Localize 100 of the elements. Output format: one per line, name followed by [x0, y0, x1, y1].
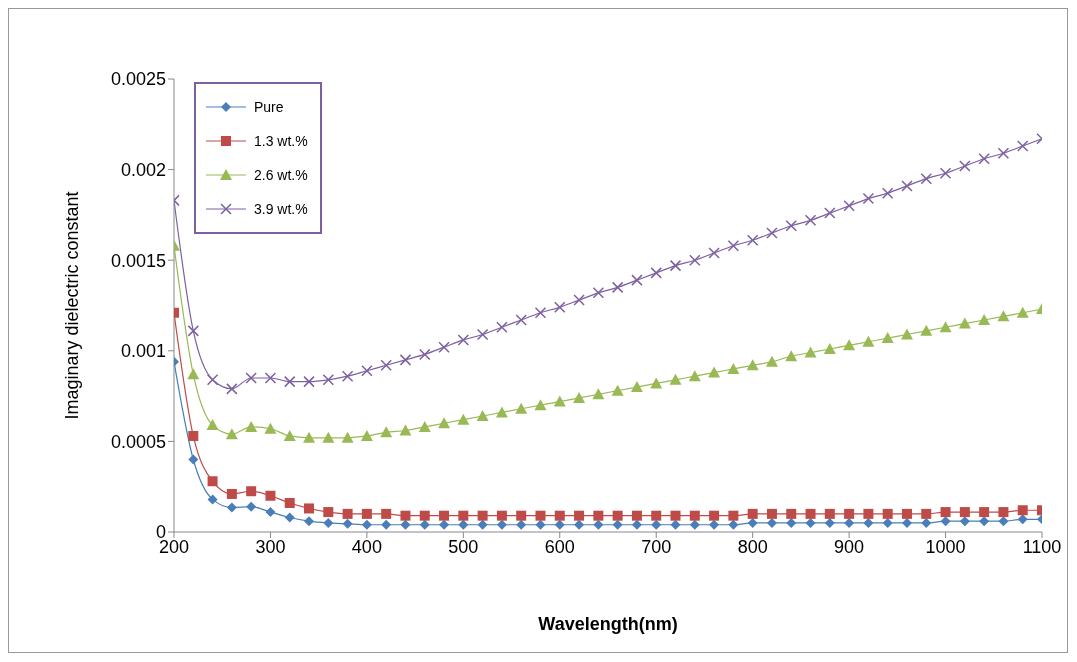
point	[766, 508, 777, 519]
point	[206, 374, 219, 386]
point	[457, 413, 470, 425]
point	[304, 516, 315, 527]
point	[516, 519, 527, 530]
point	[920, 324, 933, 336]
point	[708, 247, 720, 259]
point	[284, 498, 295, 509]
point	[612, 519, 623, 530]
point	[323, 517, 334, 528]
y-axis-title: Imaginary dielectric constant	[62, 191, 83, 420]
point	[805, 517, 816, 528]
point	[630, 381, 643, 393]
point	[361, 519, 372, 530]
point	[786, 517, 797, 528]
point	[747, 517, 758, 528]
point	[439, 519, 450, 530]
point	[611, 384, 624, 396]
point	[747, 508, 758, 519]
point	[1016, 140, 1029, 152]
point	[728, 510, 739, 521]
x-tick-label: 600	[544, 536, 575, 557]
point	[670, 510, 681, 521]
point	[978, 152, 990, 165]
point	[265, 507, 276, 518]
point	[881, 332, 894, 344]
point	[439, 510, 450, 521]
point	[593, 510, 604, 521]
point	[458, 519, 469, 530]
point	[188, 454, 199, 465]
x-tick-label: 1000	[925, 536, 966, 557]
point	[765, 355, 778, 367]
point	[496, 519, 507, 530]
point	[727, 362, 740, 374]
point	[360, 429, 373, 441]
legend-label: 3.9 wt.%	[254, 201, 308, 217]
point	[534, 307, 547, 319]
point	[998, 507, 1009, 518]
point	[940, 507, 951, 518]
point	[959, 516, 970, 527]
point	[689, 254, 701, 266]
point	[574, 519, 585, 530]
point	[592, 388, 605, 400]
point	[709, 519, 720, 530]
point	[207, 476, 218, 487]
x-tick-label: 300	[255, 536, 286, 557]
point	[381, 508, 392, 519]
point	[592, 287, 605, 299]
point	[418, 420, 431, 432]
point	[593, 519, 604, 530]
point	[438, 417, 451, 429]
point	[882, 508, 893, 519]
point	[844, 517, 855, 528]
point	[611, 281, 624, 294]
y-tick-label: 0.0005	[110, 431, 166, 452]
x-tick-label: 400	[351, 536, 382, 557]
point	[554, 519, 565, 530]
point	[843, 200, 855, 212]
point	[921, 517, 932, 528]
point	[303, 375, 315, 388]
point	[958, 317, 971, 329]
point	[476, 410, 489, 422]
point	[495, 406, 508, 418]
point	[631, 274, 643, 286]
point	[265, 490, 276, 501]
point	[824, 517, 835, 528]
point	[805, 508, 816, 519]
point	[785, 350, 798, 362]
point	[380, 359, 392, 372]
x-tick-label: 900	[834, 536, 865, 557]
point	[979, 516, 990, 527]
point	[959, 507, 970, 518]
point	[823, 342, 836, 354]
point	[881, 187, 894, 199]
point	[458, 510, 469, 521]
point	[322, 374, 335, 386]
point	[824, 508, 835, 519]
point	[361, 508, 372, 519]
point	[978, 314, 991, 325]
point	[496, 321, 508, 333]
point	[612, 510, 623, 521]
point	[766, 227, 778, 239]
point	[670, 519, 681, 530]
point	[959, 160, 971, 172]
point	[688, 370, 701, 382]
point	[631, 510, 642, 521]
x-tick-label: 1100	[1022, 536, 1062, 557]
point	[553, 395, 566, 407]
point	[573, 391, 586, 403]
point	[534, 399, 547, 411]
point	[727, 239, 740, 252]
point	[786, 508, 797, 519]
y-tick-label: 0.001	[120, 341, 166, 362]
point	[651, 510, 662, 521]
point	[979, 507, 990, 518]
point	[400, 519, 411, 530]
point	[804, 346, 817, 358]
point	[998, 516, 1009, 527]
point	[766, 517, 777, 528]
point	[457, 334, 470, 346]
